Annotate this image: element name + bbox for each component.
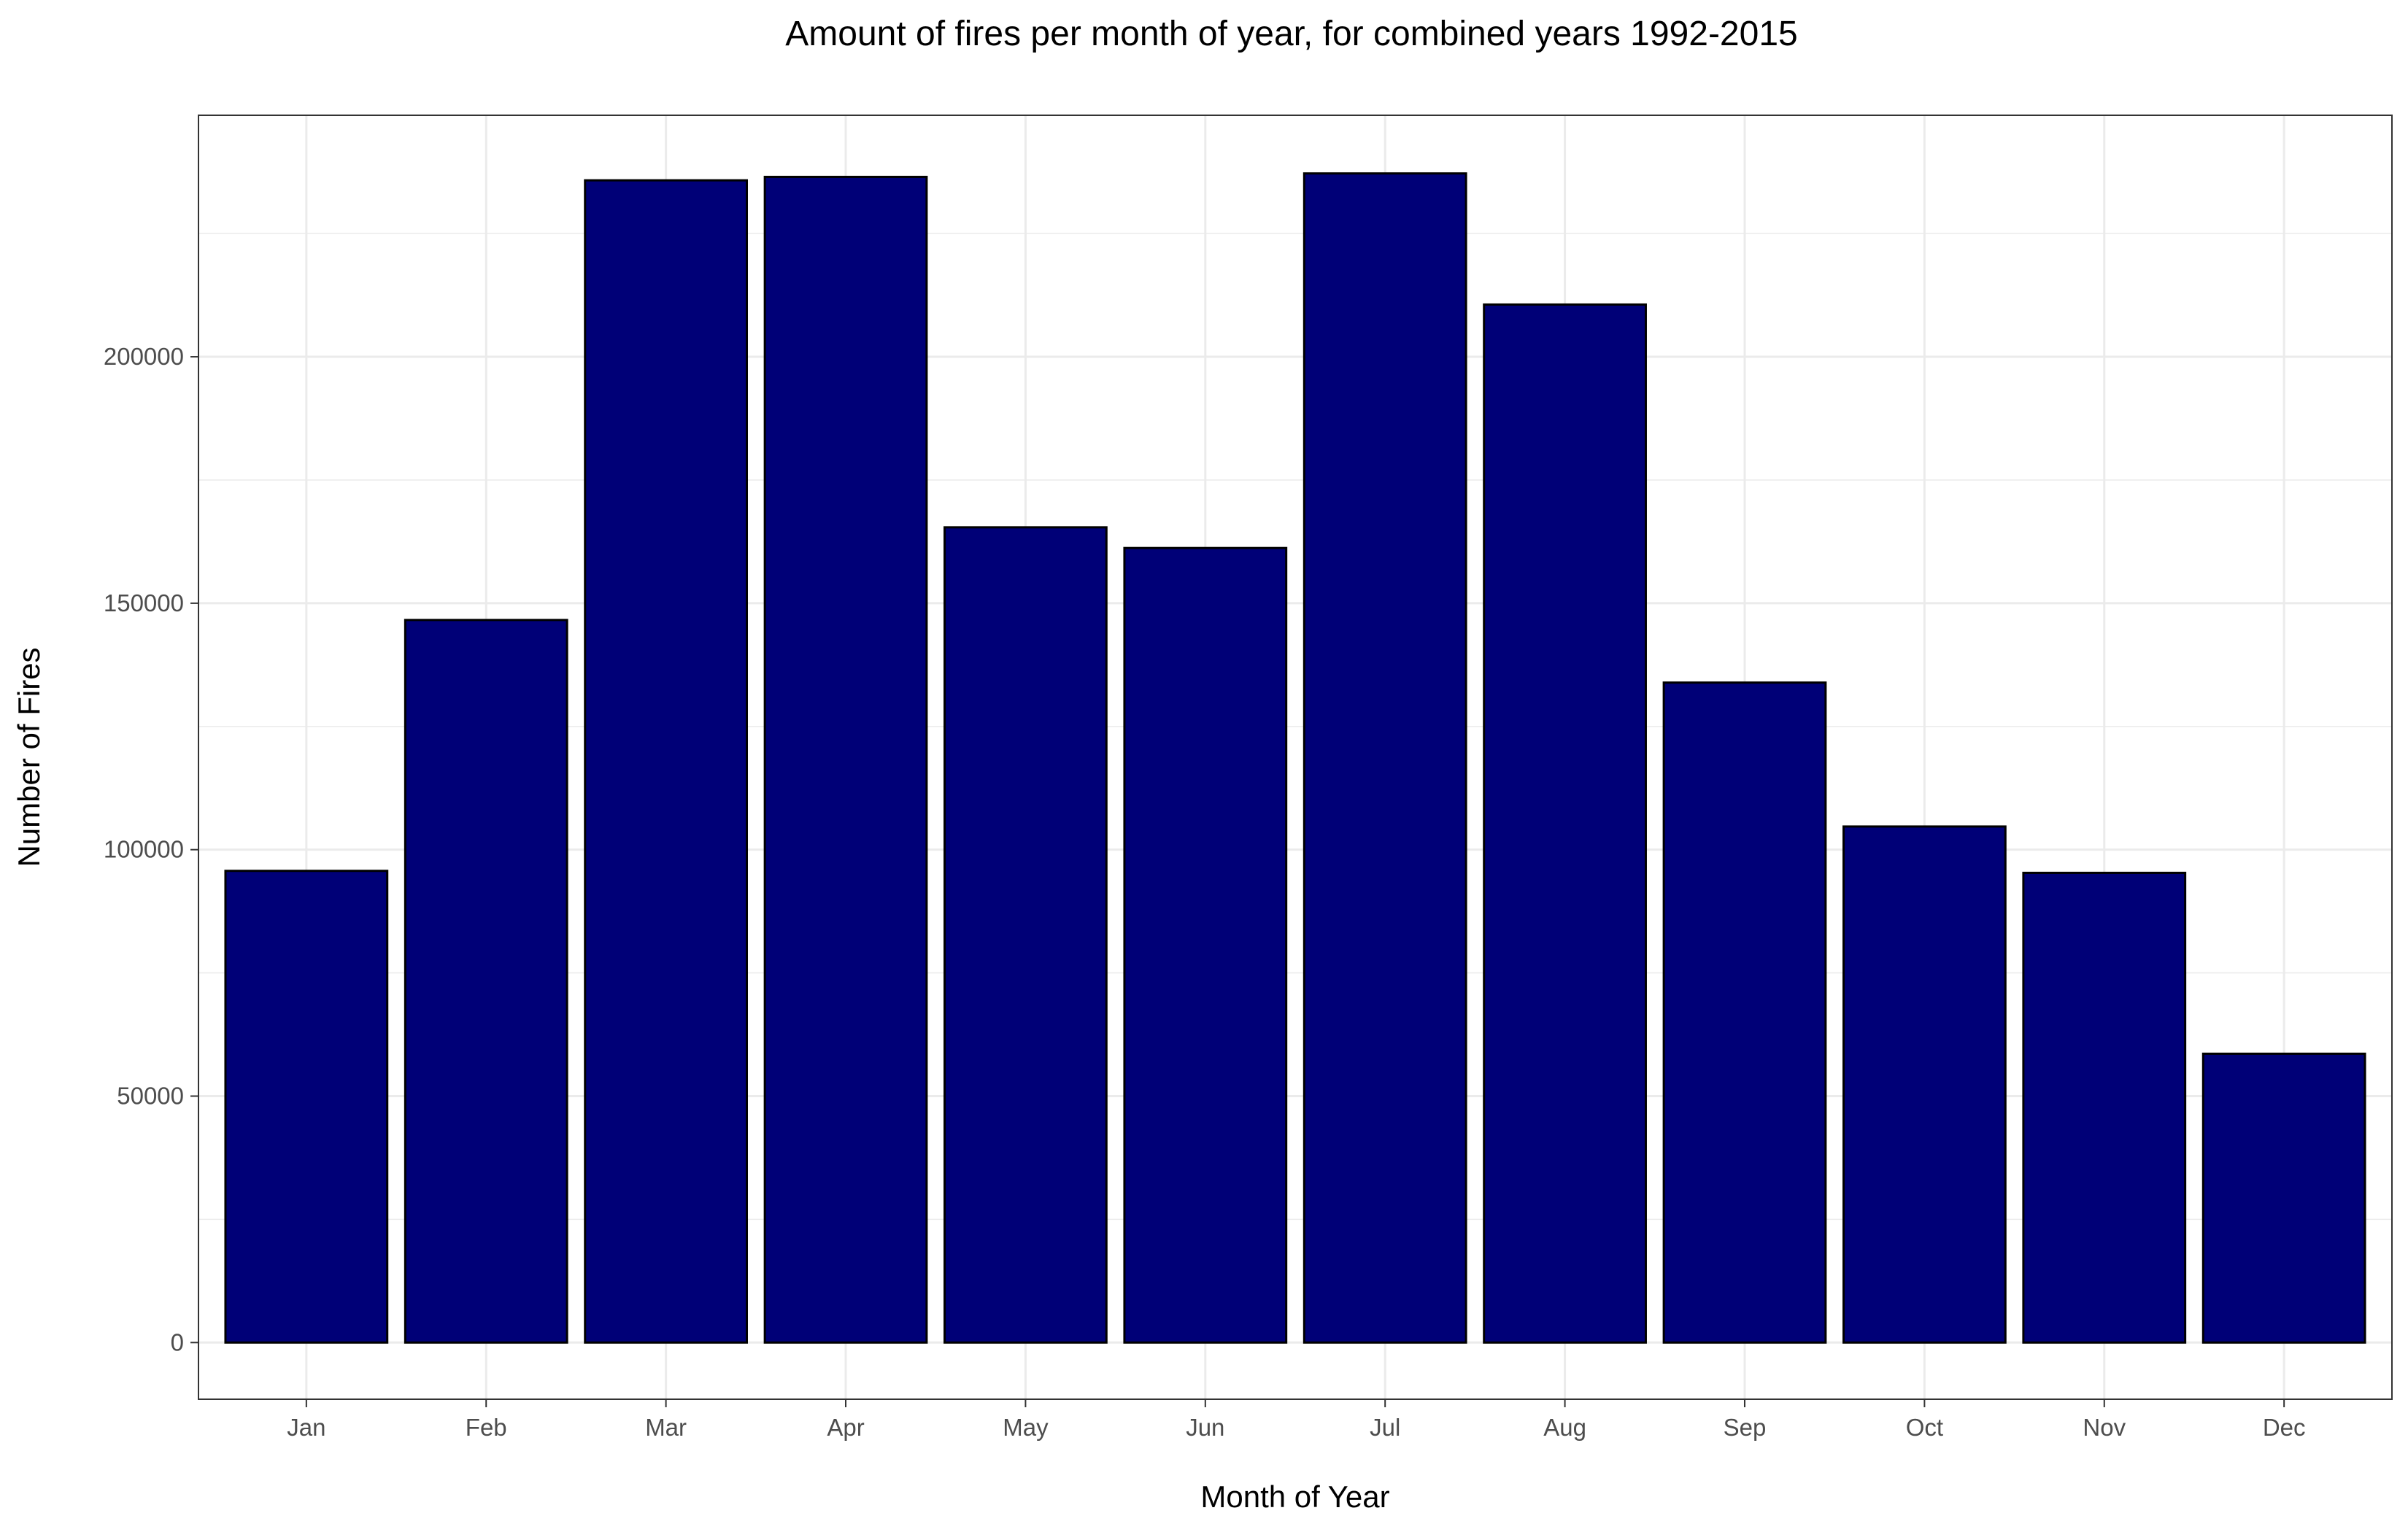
bar-mar bbox=[584, 179, 749, 1344]
panel-border bbox=[198, 115, 2393, 1400]
bar-jul bbox=[1303, 172, 1467, 1344]
bar-nov bbox=[2022, 871, 2187, 1344]
bars bbox=[224, 172, 2366, 1344]
x-tick-label: Jul bbox=[1370, 1414, 1400, 1441]
y-tick-label: 100000 bbox=[104, 836, 184, 863]
x-tick-label: Nov bbox=[2083, 1414, 2126, 1441]
y-tick-label: 200000 bbox=[104, 343, 184, 370]
x-tick-label: May bbox=[1003, 1414, 1049, 1441]
x-tick-label: Feb bbox=[466, 1414, 507, 1441]
bar-apr bbox=[763, 175, 928, 1344]
bar-sep bbox=[1662, 681, 1827, 1344]
x-tick-label: Apr bbox=[827, 1414, 864, 1441]
x-tick-label: Mar bbox=[645, 1414, 687, 1441]
y-tick-label: 0 bbox=[171, 1328, 184, 1355]
x-tick-label: Aug bbox=[1543, 1414, 1586, 1441]
y-tick-label: 150000 bbox=[104, 589, 184, 616]
y-axis: 0 50000 100000 150000 200000 bbox=[104, 343, 198, 1355]
x-tick-label: Jan bbox=[287, 1414, 325, 1441]
x-axis: Jan Feb Mar Apr May Jun Jul Aug Sep Oct Nov Dec bbox=[287, 1399, 2306, 1441]
y-axis-title: Number of Fires bbox=[12, 647, 46, 867]
x-axis-title: Month of Year bbox=[1200, 1479, 1389, 1514]
bar-oct bbox=[1842, 825, 2007, 1344]
bar-feb bbox=[404, 619, 568, 1344]
y-tick-label: 50000 bbox=[117, 1082, 184, 1109]
x-tick-label: Jun bbox=[1186, 1414, 1224, 1441]
x-tick-label: Dec bbox=[2263, 1414, 2306, 1441]
chart-title: Amount of fires per month of year, for c… bbox=[785, 15, 1797, 53]
x-tick-label: Sep bbox=[1724, 1414, 1767, 1441]
x-tick-label: Oct bbox=[1906, 1414, 1943, 1441]
bar-may bbox=[943, 526, 1108, 1344]
bar-dec bbox=[2201, 1052, 2366, 1344]
bar-jan bbox=[224, 870, 389, 1344]
bar-aug bbox=[1483, 303, 1647, 1344]
bar-jun bbox=[1123, 546, 1288, 1344]
